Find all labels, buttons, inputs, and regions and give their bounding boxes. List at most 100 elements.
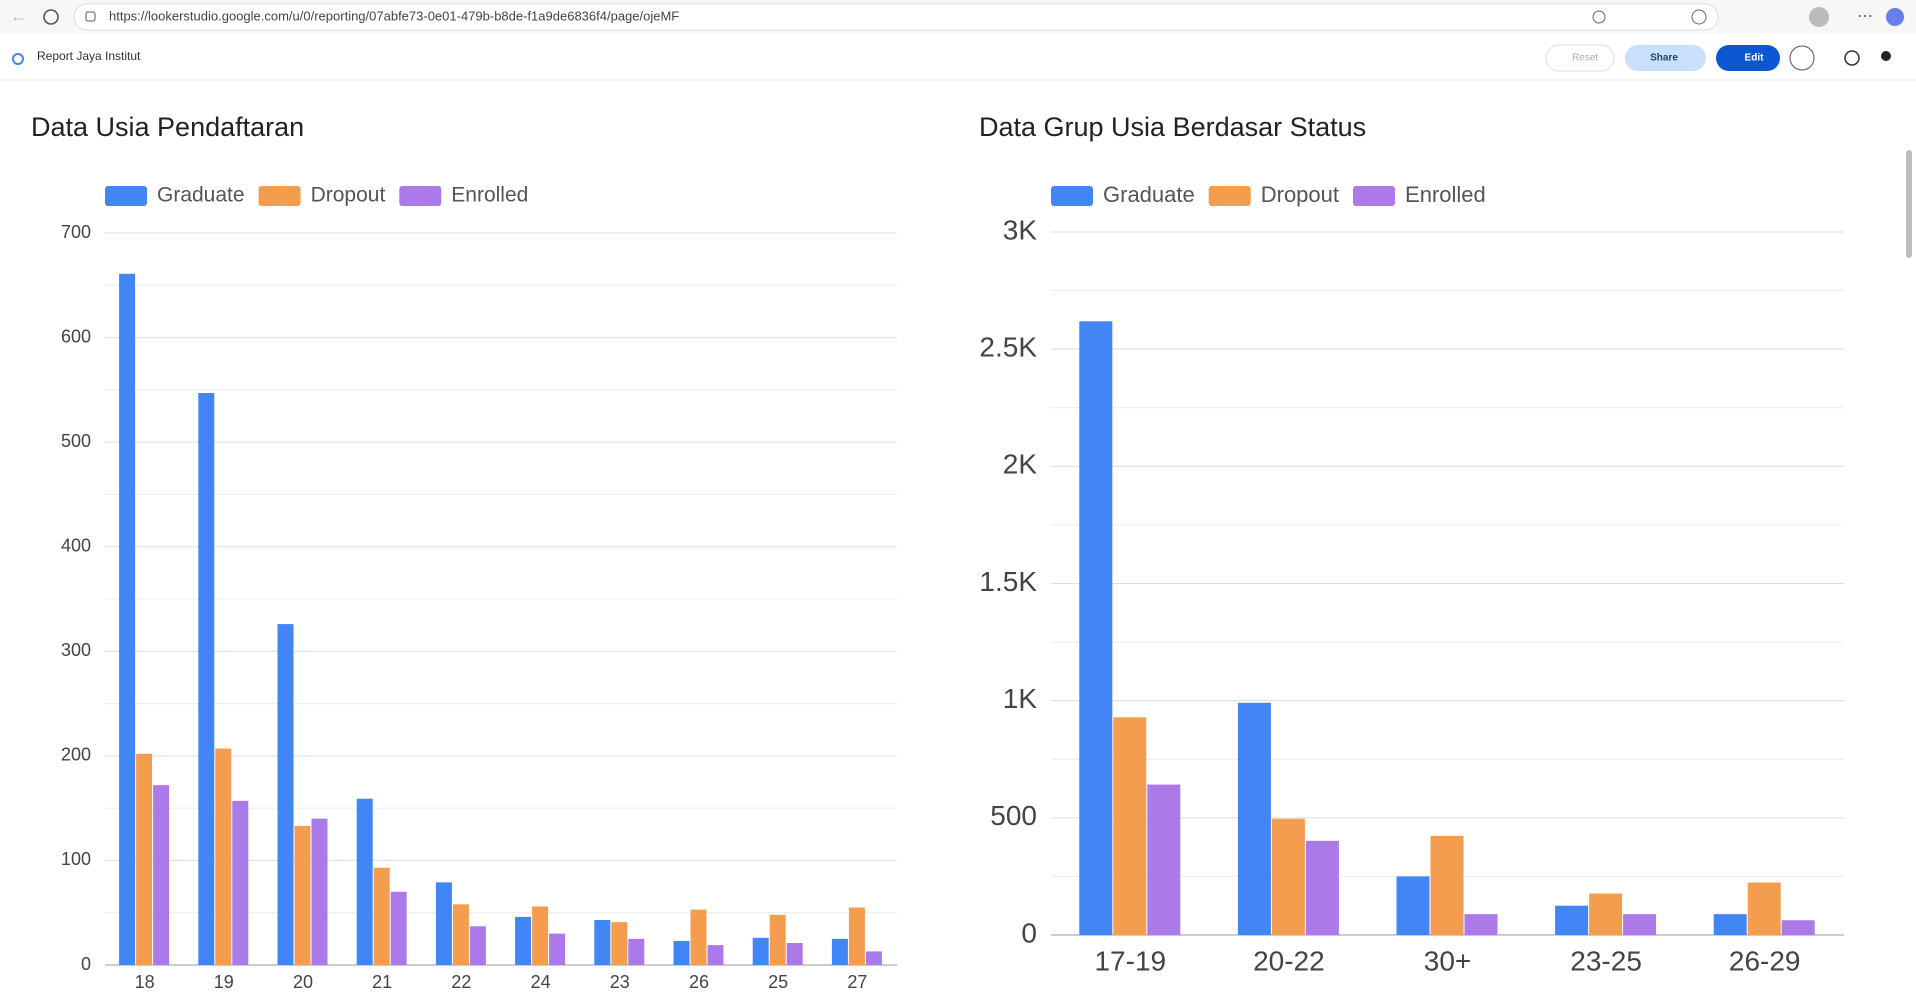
copilot-icon[interactable] (1886, 8, 1904, 26)
y-tick-label: 500 (990, 800, 1037, 831)
x-tick-label: 23-25 (1570, 945, 1642, 976)
bar (119, 273, 136, 966)
reset-button[interactable] (1545, 44, 1615, 72)
x-tick-label: 19 (214, 972, 234, 992)
bar (1305, 840, 1339, 935)
x-tick-label: 22 (451, 972, 471, 992)
back-button[interactable]: ← (10, 6, 28, 26)
y-tick-label: 3K (1003, 214, 1038, 245)
share-button[interactable] (1625, 45, 1706, 71)
y-tick-label: 700 (61, 222, 91, 242)
bar (1464, 914, 1498, 935)
y-tick-label: 200 (61, 745, 91, 765)
legend-label: Enrolled (451, 184, 528, 207)
bar (707, 945, 724, 965)
bar (153, 785, 170, 965)
bar (769, 914, 786, 965)
bar (1623, 914, 1657, 935)
bar (1079, 321, 1113, 935)
x-tick-label: 24 (531, 972, 551, 992)
profile-icon[interactable] (1809, 7, 1829, 27)
lock-icon (85, 11, 96, 22)
bar (628, 938, 645, 965)
x-tick-label: 17-19 (1094, 945, 1166, 976)
legend-label: Enrolled (1405, 182, 1486, 207)
bar (848, 907, 865, 965)
bar (690, 909, 707, 965)
scrollbar[interactable] (1906, 150, 1912, 258)
bar (594, 920, 611, 965)
bar (1747, 882, 1781, 935)
bar (277, 624, 294, 965)
bar (532, 906, 549, 965)
bar (1113, 717, 1147, 935)
x-tick-label: 25 (768, 972, 788, 992)
legend-label: Dropout (1261, 182, 1339, 207)
bar (215, 748, 232, 965)
logo (12, 53, 24, 65)
bar (294, 825, 311, 965)
y-tick-label: 100 (61, 849, 91, 869)
legend-swatch (258, 186, 301, 206)
chart-title: Data Grup Usia Berdasar Status (979, 112, 1366, 142)
x-tick-label: 26-29 (1729, 945, 1801, 976)
bar (786, 943, 803, 965)
zoom-icon[interactable] (1592, 10, 1606, 24)
edit-button[interactable] (1716, 45, 1780, 71)
y-tick-label: 600 (61, 326, 91, 346)
bar (1237, 702, 1271, 935)
y-tick-label: 1K (1003, 683, 1038, 714)
y-tick-label: 2K (1003, 449, 1038, 480)
bar (311, 818, 328, 965)
bar (1430, 835, 1464, 935)
legend-swatch (399, 186, 442, 206)
y-tick-label: 300 (61, 640, 91, 660)
legend-swatch (1208, 186, 1251, 206)
bar (1555, 905, 1589, 935)
legend-swatch (1051, 186, 1093, 206)
bar (435, 882, 452, 965)
bar (452, 904, 469, 965)
bar (831, 938, 848, 965)
bar (390, 891, 407, 965)
x-tick-label: 26 (689, 972, 709, 992)
favorite-icon[interactable] (1691, 9, 1707, 25)
reload-button[interactable] (43, 9, 59, 25)
y-tick-label: 400 (61, 535, 91, 555)
address-bar[interactable] (73, 3, 1719, 31)
y-tick-label: 0 (1021, 917, 1037, 948)
bar (1147, 784, 1181, 935)
help-button[interactable] (1844, 50, 1860, 66)
legend-label: Graduate (1103, 182, 1195, 207)
edit-label: Edit (1745, 53, 1765, 64)
menu-icon[interactable]: ⋯ (1857, 8, 1873, 25)
bar (469, 926, 486, 965)
legend-label: Graduate (157, 184, 245, 207)
x-tick-label: 21 (372, 972, 392, 992)
legend-label: Dropout (311, 184, 386, 207)
share-label: Share (1650, 53, 1678, 64)
more-button[interactable] (1789, 45, 1815, 71)
x-tick-label: 30+ (1424, 945, 1472, 976)
legend-swatch (1353, 186, 1396, 206)
x-tick-label: 20 (293, 972, 313, 992)
account-button[interactable] (1881, 51, 1891, 61)
url: https://lookerstudio.google.com/u/0/repo… (109, 8, 679, 23)
bar (232, 800, 249, 965)
bar (515, 916, 532, 965)
bar (198, 392, 215, 966)
chart-title: Data Usia Pendaftaran (31, 112, 304, 142)
bar (865, 951, 882, 965)
bar (673, 940, 690, 965)
report-name: Report Jaya Institut (37, 49, 141, 63)
bar (136, 753, 153, 965)
x-tick-label: 27 (847, 972, 867, 992)
bar (611, 922, 628, 965)
bar (1396, 876, 1430, 935)
bar (356, 798, 373, 965)
y-tick-label: 500 (61, 431, 91, 451)
reset-label: Reset (1572, 53, 1598, 64)
x-tick-label: 18 (135, 972, 155, 992)
